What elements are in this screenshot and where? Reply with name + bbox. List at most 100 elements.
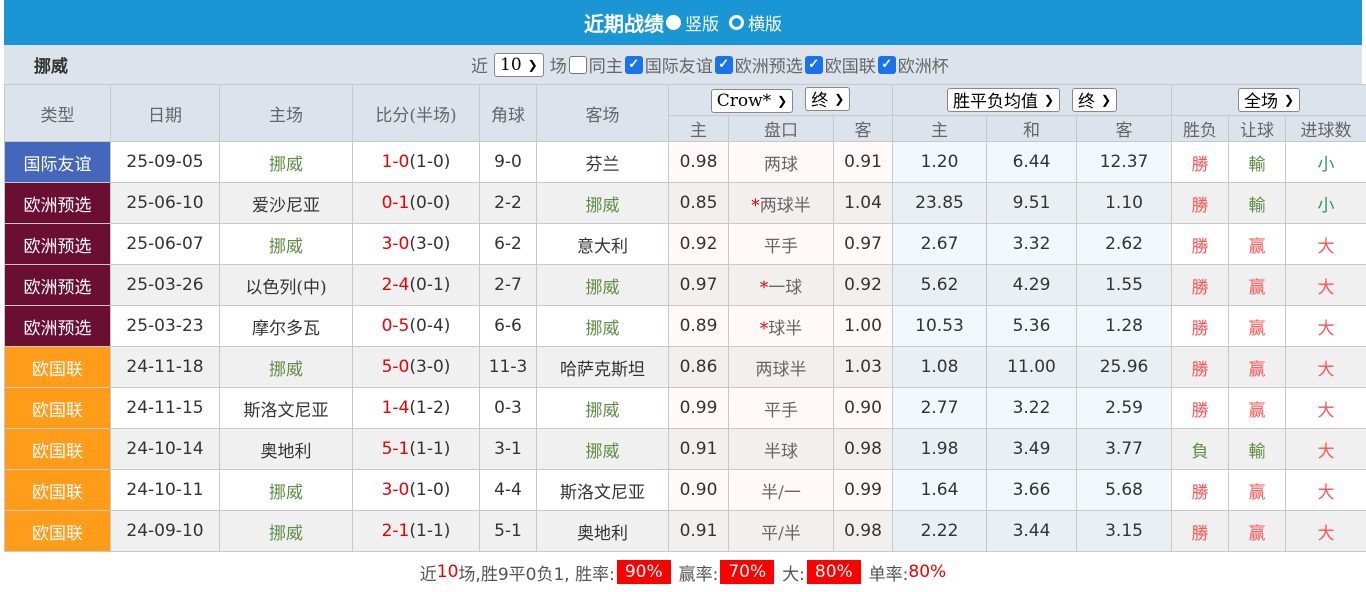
win-loss-result: 勝 [1172, 142, 1229, 183]
home-team[interactable]: 以色列(中) [220, 265, 353, 306]
odd-rate: 80% [908, 562, 946, 582]
win-loss-result: 負 [1172, 429, 1229, 470]
filter-checkbox-0[interactable] [569, 56, 587, 74]
filter-checkbox-1[interactable]: ✓ [625, 56, 643, 74]
match-type-label: 欧洲预选 [24, 319, 92, 339]
period-selects: 全场❯ [1172, 85, 1366, 116]
score: 5-1(1-1) [353, 429, 480, 470]
match-count-value: 10 [500, 55, 522, 75]
col-corner: 角球 [480, 85, 537, 142]
ah-home-odds: 0.89 [669, 306, 729, 347]
half-time-score: (1-2) [409, 398, 450, 418]
match-type[interactable]: 欧国联 [5, 347, 111, 388]
half-time-score: (1-1) [409, 521, 450, 541]
match-count-select[interactable]: 10 ❯ [494, 53, 544, 77]
match-type-label: 欧国联 [32, 524, 83, 544]
handicap-time-select[interactable]: 终❯ [805, 87, 850, 111]
match-type[interactable]: 欧国联 [5, 388, 111, 429]
match-type[interactable]: 欧洲预选 [5, 224, 111, 265]
home-team[interactable]: 挪威 [220, 470, 353, 511]
corners: 6-2 [480, 224, 537, 265]
away-team[interactable]: 奥地利 [537, 511, 669, 552]
filter-checkbox-2[interactable]: ✓ [715, 56, 733, 74]
over-under-result: 大 [1286, 347, 1366, 388]
chevron-down-icon: ❯ [777, 94, 787, 108]
match-type[interactable]: 欧国联 [5, 470, 111, 511]
summary-text: 场,胜9平0负1, 胜率: [458, 560, 614, 585]
corners: 6-6 [480, 306, 537, 347]
handicap-selects: Crow*❯ 终❯ [669, 85, 893, 116]
match-type[interactable]: 欧洲预选 [5, 265, 111, 306]
home-team[interactable]: 爱沙尼亚 [220, 183, 353, 224]
summary-text: 近 [420, 560, 437, 585]
match-type-label: 欧洲预选 [24, 278, 92, 298]
home-team[interactable]: 挪威 [220, 224, 353, 265]
score: 2-1(1-1) [353, 511, 480, 552]
home-team[interactable]: 摩尔多瓦 [220, 306, 353, 347]
star-mark: * [751, 196, 760, 216]
ah-line: *两球半 [729, 183, 834, 224]
ah-line-text: 球半 [768, 319, 802, 339]
match-type[interactable]: 欧洲预选 [5, 306, 111, 347]
corners: 0-3 [480, 388, 537, 429]
avg-value: 胜平负均值 [953, 87, 1038, 112]
filter-checkbox-3[interactable]: ✓ [805, 56, 823, 74]
chevron-down-icon: ❯ [1101, 93, 1111, 107]
ah-line: 两球半 [729, 347, 834, 388]
score: 5-0(3-0) [353, 347, 480, 388]
home-team[interactable]: 奥地利 [220, 429, 353, 470]
home-team[interactable]: 挪威 [220, 511, 353, 552]
home-team[interactable]: 斯洛文尼亚 [220, 388, 353, 429]
over-under-result: 大 [1286, 388, 1366, 429]
radio-vertical[interactable] [666, 15, 681, 30]
filter-checkbox-4[interactable]: ✓ [878, 56, 896, 74]
match-type[interactable]: 欧国联 [5, 429, 111, 470]
radio-horizontal[interactable] [729, 15, 744, 30]
away-team[interactable]: 意大利 [537, 224, 669, 265]
over-under-result: 大 [1286, 306, 1366, 347]
match-type[interactable]: 欧洲预选 [5, 183, 111, 224]
ah-line-text: 平/半 [761, 524, 801, 544]
match-type[interactable]: 欧国联 [5, 511, 111, 552]
period-select[interactable]: 全场❯ [1238, 88, 1300, 112]
away-team[interactable]: 挪威 [537, 429, 669, 470]
away-team[interactable]: 挪威 [537, 388, 669, 429]
full-time-score: 0-5 [382, 316, 410, 336]
win-loss-result: 勝 [1172, 183, 1229, 224]
ah-away-odds: 0.92 [834, 265, 893, 306]
ah-away-odds: 1.00 [834, 306, 893, 347]
ah-line: 两球 [729, 142, 834, 183]
away-team[interactable]: 斯洛文尼亚 [537, 470, 669, 511]
ah-away-odds: 0.99 [834, 470, 893, 511]
home-win-odds: 1.64 [893, 470, 987, 511]
home-team[interactable]: 挪威 [220, 142, 353, 183]
match-date: 24-10-14 [111, 429, 220, 470]
away-team[interactable]: 挪威 [537, 306, 669, 347]
away-team[interactable]: 挪威 [537, 265, 669, 306]
home-team[interactable]: 挪威 [220, 347, 353, 388]
avg-time-select[interactable]: 终❯ [1072, 88, 1117, 112]
col-x-draw: 和 [987, 116, 1077, 142]
away-team[interactable]: 挪威 [537, 183, 669, 224]
chevron-down-icon: ❯ [528, 58, 538, 72]
win-loss-result: 勝 [1172, 265, 1229, 306]
score: 0-1(0-0) [353, 183, 480, 224]
match-type[interactable]: 国际友谊 [5, 142, 111, 183]
away-team[interactable]: 芬兰 [537, 142, 669, 183]
match-type-label: 欧国联 [32, 360, 83, 380]
filter-checkbox-label: 欧洲杯 [898, 52, 949, 77]
over-rate-badge: 80% [807, 560, 861, 584]
chevron-down-icon: ❯ [834, 92, 844, 106]
company-select[interactable]: Crow*❯ [711, 89, 793, 113]
match-date: 24-11-18 [111, 347, 220, 388]
match-date: 25-03-23 [111, 306, 220, 347]
score: 3-0(3-0) [353, 224, 480, 265]
away-team[interactable]: 哈萨克斯坦 [537, 347, 669, 388]
corners: 2-7 [480, 265, 537, 306]
avg-select[interactable]: 胜平负均值❯ [947, 88, 1060, 112]
ah-home-odds: 0.86 [669, 347, 729, 388]
ah-line-text: 两球半 [756, 360, 807, 380]
match-date: 24-11-15 [111, 388, 220, 429]
